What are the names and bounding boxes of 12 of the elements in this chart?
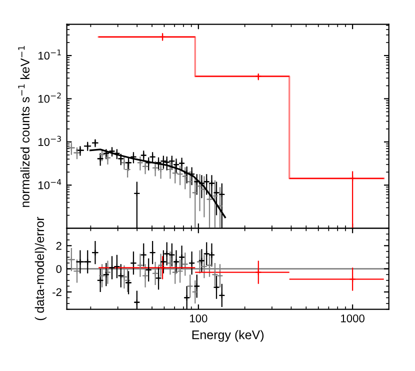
y-axis-title: ( data-model)/error <box>34 216 47 320</box>
y-tick-label: 2 <box>56 242 62 250</box>
y-axis-title: normalized counts s$^{−1}$ keV$^{−1}$ <box>18 46 30 207</box>
y-tick-label: 10$^{−2}$ <box>38 92 61 103</box>
y-tick-label: 10$^{−1}$ <box>38 50 61 60</box>
x-tick-label: 1000 <box>341 314 364 322</box>
x-axis-title: Energy (keV) <box>192 330 264 342</box>
y-tick-label: 10$^{−3}$ <box>38 136 61 146</box>
y-tick-label: 0 <box>56 265 62 273</box>
y-tick-label: 10$^{−4}$ <box>38 179 62 190</box>
x-tick-label: 100 <box>190 314 208 322</box>
y-tick-label: -2 <box>52 288 62 296</box>
